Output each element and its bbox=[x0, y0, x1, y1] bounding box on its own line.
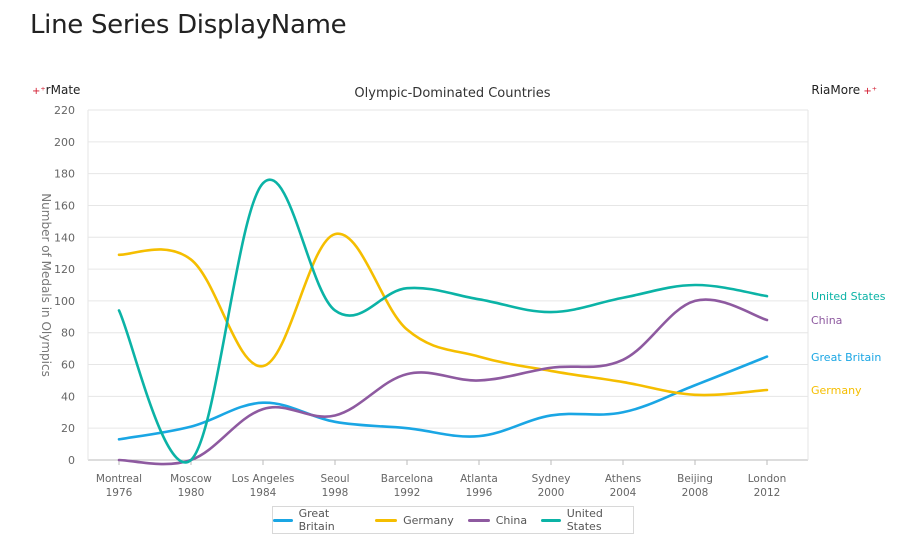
legend-label: Germany bbox=[403, 513, 454, 527]
legend-label: China bbox=[495, 513, 528, 527]
legend-swatch bbox=[273, 518, 293, 522]
chart-grid bbox=[87, 109, 809, 461]
x-tick-label: Athens bbox=[605, 473, 641, 485]
x-tick-label: Montreal bbox=[96, 473, 142, 485]
x-tick-label: Los Angeles bbox=[232, 473, 295, 485]
series-end-label-great-britain: Great Britain bbox=[811, 351, 881, 364]
y-tick-label: 40 bbox=[61, 390, 75, 403]
series-lines bbox=[117, 178, 769, 466]
y-tick-label: 80 bbox=[61, 327, 75, 340]
y-tick-label: 160 bbox=[54, 199, 75, 212]
x-axis: Montreal 1976 Moscow 1980 Los Angeles 1984 Seo… bbox=[96, 460, 786, 499]
x-tick-label: Sydney bbox=[532, 473, 571, 485]
series-end-label-united-states: United States bbox=[811, 290, 886, 303]
x-tick-label: 1976 bbox=[106, 487, 133, 499]
x-tick-label: 1992 bbox=[394, 487, 421, 499]
x-tick-label: 2004 bbox=[610, 487, 637, 499]
x-tick-label: Moscow bbox=[170, 473, 212, 485]
series-line-great-britain[interactable] bbox=[117, 355, 769, 441]
y-axis-label: Number of Medals in Olympics bbox=[39, 193, 53, 377]
x-tick-label: 1984 bbox=[250, 487, 277, 499]
legend-label: United States bbox=[566, 507, 603, 533]
chart-title: Olympic-Dominated Countries bbox=[354, 86, 551, 101]
plus-star-icon: +⁺ bbox=[32, 86, 46, 97]
riamore-logo-text: RiaMore bbox=[811, 83, 861, 97]
legend-swatch bbox=[467, 518, 490, 522]
page-title: Line Series DisplayName bbox=[30, 10, 347, 40]
y-tick-label: 200 bbox=[54, 136, 75, 149]
legend-item-great-britain[interactable]: Great Britain bbox=[273, 507, 361, 533]
x-tick-label: Beijing bbox=[677, 473, 713, 485]
y-tick-label: 20 bbox=[61, 422, 75, 435]
legend-item-china[interactable]: China bbox=[467, 513, 528, 527]
series-line-united-states[interactable] bbox=[117, 178, 769, 464]
x-tick-label: 1998 bbox=[322, 487, 349, 499]
rmate-logo: +⁺rMate bbox=[32, 83, 80, 97]
y-tick-label: 100 bbox=[54, 295, 75, 308]
x-tick-label: Atlanta bbox=[460, 473, 498, 485]
x-tick-label: London bbox=[748, 473, 787, 485]
legend-swatch bbox=[541, 518, 561, 522]
chart-legend: Great Britain Germany China United States bbox=[272, 506, 634, 534]
rmate-logo-text: rMate bbox=[45, 83, 81, 97]
x-tick-label: Seoul bbox=[320, 473, 349, 485]
y-tick-label: 180 bbox=[54, 168, 75, 181]
legend-label: Great Britain bbox=[298, 507, 335, 533]
legend-item-germany[interactable]: Germany bbox=[375, 514, 454, 527]
riamore-logo: RiaMore +⁺ bbox=[811, 83, 877, 97]
y-tick-label: 60 bbox=[61, 359, 75, 372]
legend-item-united-states[interactable]: United States bbox=[541, 507, 633, 533]
plus-star-icon: +⁺ bbox=[860, 86, 877, 97]
x-tick-label: 2000 bbox=[538, 487, 565, 499]
y-tick-label: 220 bbox=[54, 104, 75, 117]
legend-swatch bbox=[375, 518, 398, 522]
series-end-labels: Great Britain Germany China United States bbox=[811, 290, 886, 397]
series-end-label-china: China bbox=[811, 314, 842, 327]
x-tick-label: 1980 bbox=[178, 487, 205, 499]
y-tick-label: 140 bbox=[54, 231, 75, 244]
x-tick-label: 2008 bbox=[682, 487, 709, 499]
series-line-germany[interactable] bbox=[117, 232, 769, 397]
x-tick-label: 1996 bbox=[466, 487, 493, 499]
x-tick-label: Barcelona bbox=[381, 473, 433, 485]
series-end-label-germany: Germany bbox=[811, 384, 862, 397]
y-tick-label: 0 bbox=[68, 454, 75, 467]
y-tick-label: 120 bbox=[54, 263, 75, 276]
series-line-china[interactable] bbox=[117, 298, 769, 466]
x-tick-label: 2012 bbox=[754, 487, 781, 499]
y-axis: 0 20 40 60 80 100 120 140 160 180 200 220 bbox=[54, 104, 75, 467]
